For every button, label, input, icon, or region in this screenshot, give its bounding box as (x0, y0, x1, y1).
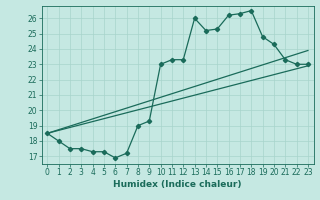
X-axis label: Humidex (Indice chaleur): Humidex (Indice chaleur) (113, 180, 242, 189)
